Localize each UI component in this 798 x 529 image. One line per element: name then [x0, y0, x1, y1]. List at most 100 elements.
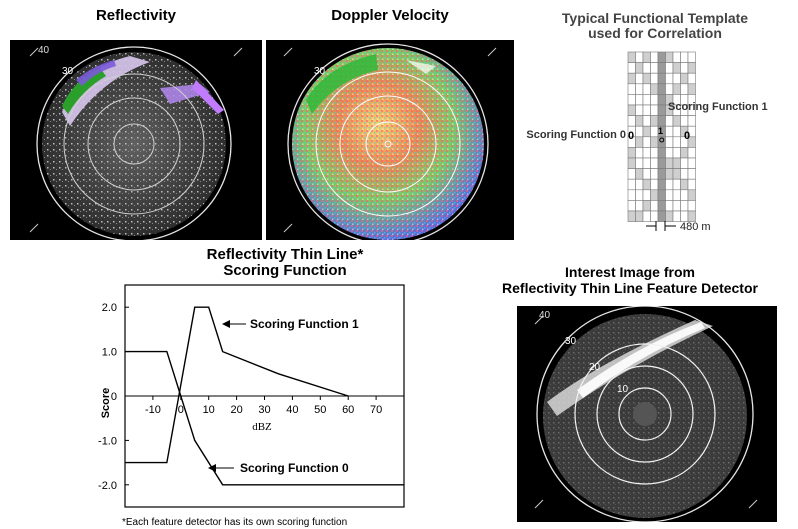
template-cell — [650, 94, 659, 106]
x-axis-label: dBZ — [252, 421, 272, 433]
template-cell — [642, 189, 651, 201]
template-cell — [635, 189, 644, 201]
template-cell — [650, 62, 659, 74]
template-cell — [650, 136, 659, 148]
x-tick-label: 50 — [314, 404, 326, 416]
template-cell — [657, 210, 666, 222]
template-cell — [672, 83, 681, 95]
template-cell — [650, 83, 659, 95]
template-title-line1: Typical Functional Template — [561, 10, 749, 26]
template-label-sf0: Scoring Function 0 — [526, 129, 626, 141]
functional-template-diagram: 0 1 0 Scoring Function 1 Scoring Functio… — [526, 51, 768, 233]
template-cell — [642, 157, 651, 169]
annotation-sf1: Scoring Function 1 — [250, 317, 359, 331]
template-cell — [687, 72, 696, 85]
template-cell — [665, 210, 674, 222]
template-cell — [627, 168, 636, 180]
template-cell — [680, 51, 689, 63]
template-cell — [635, 115, 644, 127]
x-tick-label: 20 — [230, 404, 242, 416]
template-cell — [657, 94, 666, 106]
template-cell — [635, 104, 644, 116]
template-cell — [687, 189, 696, 201]
x-tick-label: 40 — [286, 404, 298, 416]
template-cell — [650, 178, 659, 191]
chart-title: Reflectivity Thin Line* Scoring Function — [100, 247, 470, 279]
reflectivity-radar-svg: 40 30 — [29, 45, 243, 240]
template-cell — [635, 178, 644, 191]
template-cell — [635, 125, 644, 138]
velocity-range-label-30: 30 — [314, 66, 326, 77]
template-cell — [627, 147, 636, 159]
template-cell — [650, 168, 659, 180]
template-cell-mark-center: 1 — [658, 126, 663, 136]
template-cell — [672, 147, 681, 159]
chart-footnote: *Each feature detector has its own scori… — [122, 517, 347, 528]
template-cell — [642, 104, 651, 116]
template-cell — [672, 157, 681, 169]
template-cell — [680, 83, 689, 95]
template-cell — [642, 125, 651, 138]
template-cell — [635, 157, 644, 169]
template-cell — [672, 72, 681, 85]
template-cell — [650, 72, 659, 85]
series-line-scoring-function-1 — [125, 306, 349, 464]
template-cell — [665, 147, 674, 159]
template-cell — [635, 200, 644, 212]
template-cell — [627, 72, 636, 85]
template-cell — [665, 51, 674, 63]
template-cell — [642, 168, 651, 180]
y-axis-label: Score — [100, 388, 112, 419]
x-tick-label: 0 — [178, 404, 184, 416]
template-cell — [687, 200, 696, 212]
range-label-40: 40 — [38, 45, 50, 56]
scoring-function-chart: Score dBZ -10 0 10 20 30 40 50 60 702.01.00-1.0-… — [98, 284, 405, 528]
template-cell — [665, 62, 674, 74]
template-cell — [635, 62, 644, 74]
template-center-marker — [659, 137, 665, 143]
template-cell — [680, 189, 689, 201]
x-tick-label: 60 — [342, 404, 354, 416]
template-cell — [672, 125, 681, 138]
template-cell — [672, 210, 681, 222]
template-cell — [657, 51, 666, 63]
reflectivity-title: Reflectivity — [95, 7, 177, 24]
template-cell-mark-right: 0 — [684, 130, 690, 142]
interest-range-label-40: 40 — [539, 310, 551, 321]
range-label-30: 30 — [62, 66, 74, 77]
template-cell — [650, 125, 659, 138]
template-cell — [665, 83, 674, 95]
template-cell — [665, 115, 674, 127]
template-cell — [635, 210, 644, 222]
template-cell-mark-left: 0 — [628, 130, 634, 142]
x-tick-label: 10 — [203, 404, 215, 416]
interest-range-label-30: 30 — [565, 336, 577, 347]
template-cell — [665, 157, 674, 169]
template-cell — [650, 210, 659, 222]
template-cell — [627, 157, 636, 169]
template-cell — [687, 178, 696, 191]
template-cell — [665, 178, 674, 191]
template-cell — [665, 72, 674, 85]
reflectivity-radar-image: 40 30 — [10, 40, 262, 240]
annotation-sf0: Scoring Function 0 — [240, 461, 349, 475]
x-tick-label: -10 — [145, 404, 161, 416]
interest-title-line2: Reflectivity Thin Line Feature Detector — [502, 280, 758, 296]
template-cell — [680, 115, 689, 127]
interest-title: Interest Image from Reflectivity Thin Li… — [470, 264, 790, 296]
template-cell — [687, 147, 696, 159]
template-cell — [650, 115, 659, 127]
template-cell — [687, 115, 696, 127]
template-cell — [642, 62, 651, 74]
template-cell — [672, 200, 681, 212]
series-line-scoring-function-0 — [125, 350, 404, 486]
template-cell — [627, 189, 636, 201]
x-tick-label: 70 — [370, 404, 382, 416]
template-cell — [665, 125, 674, 138]
template-cell — [672, 178, 681, 191]
template-cell — [687, 168, 696, 180]
template-cell — [657, 72, 666, 85]
template-cell — [665, 136, 674, 148]
template-cell — [680, 200, 689, 212]
y-tick-label: -2.0 — [98, 480, 117, 492]
